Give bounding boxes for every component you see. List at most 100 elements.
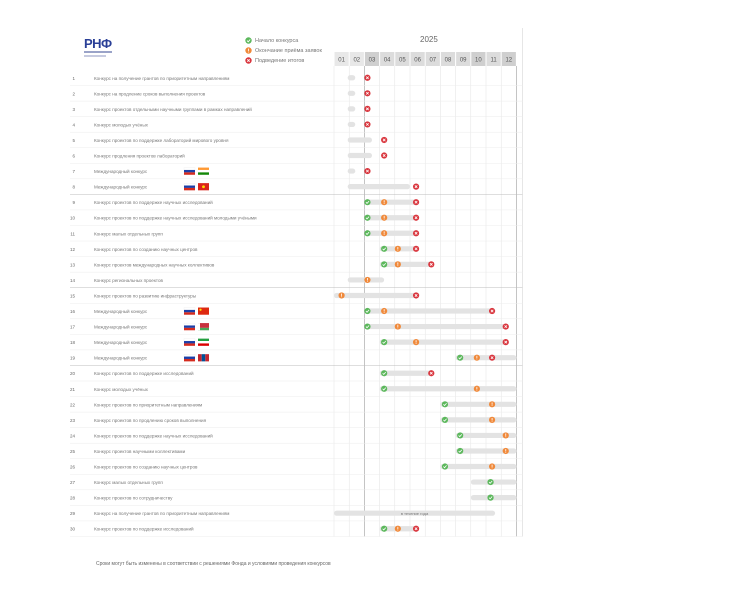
row-number: 16	[70, 309, 76, 314]
legend: Начало конкурса Окончание приёма заявок …	[245, 36, 322, 66]
cross-mark	[490, 356, 494, 360]
row-number: 9	[72, 200, 75, 205]
month-header-cell	[334, 52, 349, 66]
month-label: 04	[384, 58, 391, 64]
check-icon	[364, 214, 371, 221]
row-label: Конкурс на получение грантов по приорите…	[94, 511, 229, 516]
row-label: Международный конкурс	[94, 308, 148, 314]
milestone-dot	[457, 447, 464, 455]
row-label: Конкурс проектов по поддержке исследован…	[94, 370, 194, 376]
cross-mark	[414, 293, 418, 297]
check-icon	[441, 463, 449, 470]
duration-bar	[364, 215, 417, 221]
cross-mark	[414, 185, 418, 189]
milestone-dot	[381, 525, 388, 532]
check-mark	[365, 325, 370, 329]
row-label: Конкурс проектов по созданию научных цен…	[94, 465, 198, 470]
month-header-cell	[395, 52, 410, 66]
cross-icon	[245, 57, 252, 64]
flag-ir-icon	[198, 338, 209, 346]
row-label: Конкурс проектов по поддержке научных ис…	[94, 199, 213, 205]
exclamation-bar	[383, 231, 385, 234]
exclamation-bar	[476, 355, 478, 359]
table-row: 30 Конкурс проектов по поддержке исследов…	[70, 525, 523, 537]
milestone-dot	[364, 214, 371, 221]
flag-stripe	[184, 185, 195, 188]
flag-stripe	[183, 167, 196, 171]
duration-bar	[455, 432, 517, 439]
duration-bar	[379, 370, 432, 376]
month-header-cell	[349, 52, 364, 66]
table-row: 12 Конкурс проектов по созданию научных ц…	[70, 245, 523, 257]
cross-mark	[382, 154, 386, 158]
flag-ru-icon	[183, 183, 196, 191]
row-label: Конкурс продления проектов лабораторий	[94, 153, 185, 159]
table-row: 1 Конкурс на получение грантов по приорит…	[70, 74, 523, 86]
cross-icon	[488, 354, 496, 361]
milestone-dot	[381, 245, 388, 252]
check-icon	[441, 401, 449, 408]
check-mark	[488, 480, 493, 484]
row-label: Международный конкурс	[94, 184, 148, 190]
legend-item-start: Начало конкурса	[245, 36, 322, 45]
check-icon	[381, 370, 388, 377]
flag-stripe	[184, 358, 195, 362]
check-mark	[365, 216, 370, 220]
milestone-dot	[381, 385, 388, 392]
check-icon	[441, 416, 449, 423]
row-number: 1	[72, 76, 75, 81]
exclamation-dot	[383, 218, 385, 220]
flag-ornament	[198, 323, 200, 331]
row-number: 20	[70, 371, 76, 376]
duration-bar	[455, 448, 517, 454]
cross-mark	[365, 122, 369, 126]
check-mark	[382, 340, 387, 344]
row-label: Конкурс проектов по поддержке научных ис…	[94, 215, 257, 221]
row-number: 28	[70, 496, 76, 501]
flag-vn-icon	[198, 183, 209, 191]
milestone-dot	[441, 463, 449, 470]
row-number: 25	[70, 449, 76, 454]
milestone-dot	[381, 339, 388, 346]
milestone-dot	[441, 401, 449, 408]
cross-icon	[428, 370, 435, 377]
check-mark	[382, 263, 387, 267]
row-label: Конкурс проектов отдельными научными гру…	[94, 106, 252, 112]
exclamation-dot	[415, 343, 417, 344]
row-label: Международный конкурс	[94, 355, 148, 361]
cross-mark	[414, 200, 418, 204]
row-number: 27	[70, 480, 76, 485]
cross-icon	[502, 323, 509, 330]
cross-mark	[365, 91, 369, 95]
flag-stripe	[201, 354, 206, 362]
exclamation-bar	[367, 278, 368, 281]
month-header-cell	[471, 52, 486, 66]
exclamation-bar	[341, 293, 342, 296]
check-mark	[365, 309, 370, 313]
check-icon	[364, 307, 371, 315]
cross-mark	[429, 262, 433, 266]
table-row: 29 Конкурс на получение грантов по приори…	[70, 510, 523, 522]
exclamation-icon	[394, 261, 401, 268]
bar-label: в течение года	[401, 511, 429, 516]
exclamation-bar	[397, 246, 399, 250]
cross-mark	[504, 340, 508, 344]
table-row: 4 Конкурс молодых учёных	[70, 121, 523, 133]
milestone-dot	[487, 494, 494, 501]
row-number: 26	[70, 465, 76, 470]
exclamation-dot	[397, 529, 399, 531]
month-label: 12	[505, 58, 512, 64]
row-number: 21	[70, 387, 76, 392]
table-row: 19 Международный конкурс	[70, 354, 523, 366]
cross-icon	[364, 74, 371, 81]
milestone-dot	[364, 307, 371, 315]
check-icon	[364, 230, 371, 237]
cross-mark	[504, 325, 508, 329]
duration-bar	[334, 292, 417, 299]
exclamation-icon	[394, 245, 401, 252]
cross-icon	[412, 245, 420, 252]
check-icon	[381, 245, 388, 252]
table-row: 5 Конкурс проектов по поддержке лаборатор…	[70, 136, 523, 148]
month-header-cell	[410, 52, 425, 66]
